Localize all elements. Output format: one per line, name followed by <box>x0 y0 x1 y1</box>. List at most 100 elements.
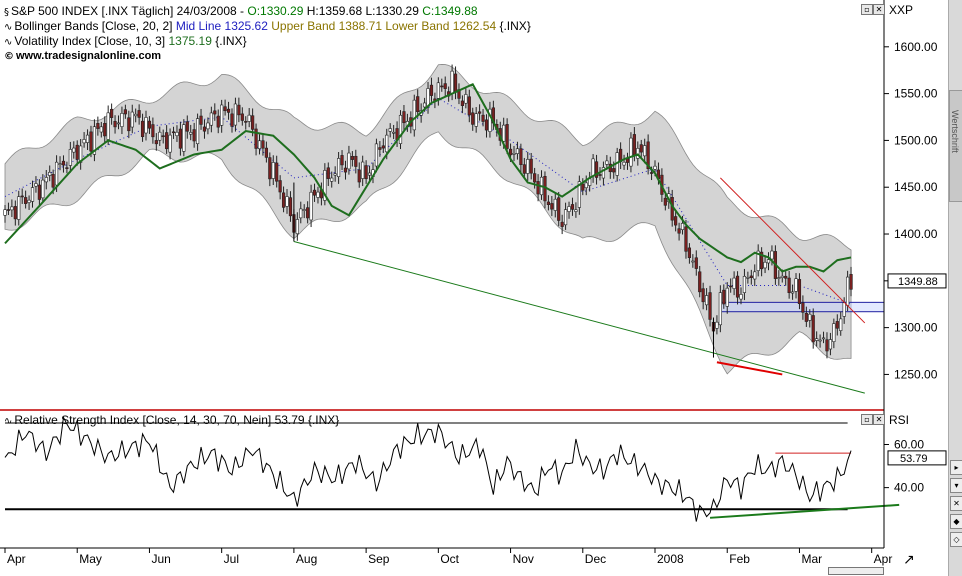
candle-body <box>546 201 550 205</box>
candle-body <box>790 291 795 294</box>
candle-body <box>158 131 162 141</box>
candle-body <box>75 144 79 160</box>
candle-body <box>261 140 265 149</box>
candle-body <box>281 192 286 208</box>
candle-body <box>478 111 482 114</box>
time-axis: Apr May Jun Jul Aug Sep Oct Nov Dec 2008 Feb Mar Apr <box>4 548 892 566</box>
candle-body <box>832 323 836 342</box>
legend-volatility[interactable]: ∿ Volatility Index [Close, 10, 3] 1375.19… <box>4 34 247 48</box>
candle-body <box>233 103 238 126</box>
price-tick-label: 1300.00 <box>894 321 938 335</box>
candle-body <box>41 179 45 199</box>
candle-body <box>818 339 822 342</box>
candle-body <box>801 302 805 313</box>
chart-symbol-icon: § <box>4 7 9 18</box>
candle-body <box>450 70 454 94</box>
horizontal-scrollbar[interactable] <box>828 567 884 575</box>
price-axis-title: XXP <box>889 3 914 17</box>
candle-body <box>512 152 516 155</box>
candle-body <box>526 159 530 174</box>
candle-body <box>268 157 272 180</box>
rsi-sym: {.INX} <box>307 413 340 427</box>
candle-body <box>560 221 564 227</box>
candle-body <box>601 167 606 179</box>
tool-icon[interactable]: ✕ <box>950 496 962 511</box>
candle-body <box>533 173 537 183</box>
candle-body <box>171 131 176 134</box>
legend-copyright[interactable]: © www.tradesignalonline.com <box>4 50 161 62</box>
time-tick-label: Oct <box>440 552 459 566</box>
time-tick-label: Jul <box>224 552 239 566</box>
candle-body <box>185 121 189 132</box>
candle-body <box>581 183 585 191</box>
side-tab[interactable] <box>949 90 962 202</box>
candle-body <box>65 167 69 169</box>
candle-body <box>30 187 35 202</box>
candle-body <box>27 199 31 203</box>
candle-body <box>92 126 97 155</box>
candle-body <box>739 294 743 300</box>
candle-body <box>130 111 134 128</box>
price-tick-label: 1400.00 <box>894 227 938 241</box>
candle-body <box>381 145 385 149</box>
candle-body <box>398 114 403 144</box>
candle-body <box>10 206 14 211</box>
close-icon[interactable]: ✕ <box>873 4 885 15</box>
tool-icon[interactable]: ▾ <box>950 478 962 493</box>
candle-body <box>835 321 839 329</box>
bollinger-sym: {.INX} <box>499 19 531 33</box>
candle-body <box>302 209 306 211</box>
candle-body <box>168 134 172 153</box>
candle-body <box>392 131 396 134</box>
tool-icon[interactable]: ▸ <box>950 460 962 475</box>
price-tick-label: 1250.00 <box>894 367 938 381</box>
candle-body <box>811 315 815 343</box>
side-toolbar[interactable]: Wertschrift ▸ ▾ ✕ ◆ ◇ <box>948 0 962 576</box>
candle-body <box>123 109 127 115</box>
candle-body <box>453 73 458 93</box>
candle-body <box>144 117 148 134</box>
zoom-arrow-icon[interactable]: ↗ <box>903 552 915 568</box>
candle-body <box>464 94 468 104</box>
legend-bollinger[interactable]: ∿ Bollinger Bands [Close, 20, 2] Mid Line… <box>4 19 531 33</box>
candle-body <box>563 209 568 226</box>
candle-body <box>175 131 179 137</box>
legend-symbol[interactable]: § S&P 500 INDEX [.INX Täglich] 24/03/2008… <box>4 4 478 18</box>
candle-body <box>797 279 802 304</box>
candle-body <box>58 163 62 165</box>
candle-body <box>753 271 757 280</box>
time-tick-label: Jun <box>151 552 170 566</box>
rsi-axis: 60.00 40.00 53.79 <box>884 438 947 495</box>
close-icon[interactable]: ✕ <box>873 414 885 425</box>
candle-body <box>436 82 440 99</box>
tool-icon[interactable]: ◇ <box>950 532 962 547</box>
tool-icon[interactable]: ◆ <box>950 514 962 529</box>
candle-body <box>643 145 647 157</box>
price-panel[interactable] <box>3 64 885 394</box>
candle-body <box>34 183 38 187</box>
candle-body <box>120 113 124 127</box>
candle-body <box>309 191 313 221</box>
candle-body <box>72 147 76 153</box>
restore-icon[interactable]: ▫ <box>861 414 873 425</box>
candle-body <box>849 274 853 290</box>
rsi-tick-label: 60.00 <box>894 438 924 452</box>
candle-body <box>612 168 616 173</box>
candle-body <box>536 181 540 195</box>
price-tick-label: 1450.00 <box>894 180 938 194</box>
candle-body <box>732 277 736 289</box>
candle-body <box>134 113 138 117</box>
rsi-last-label: 53.79 <box>900 453 928 465</box>
candle-body <box>343 167 348 173</box>
candle-body <box>213 110 217 115</box>
legend-rsi[interactable]: ∿ Relative Strength Index [Close, 14, 30,… <box>4 413 339 427</box>
candle-body <box>481 114 485 122</box>
restore-icon[interactable]: ▫ <box>861 4 873 15</box>
candle-body <box>357 169 361 183</box>
candle-body <box>295 219 299 235</box>
rsi-panel[interactable] <box>4 415 900 522</box>
candle-body <box>557 197 561 221</box>
bollinger-label: Bollinger Bands [Close, 20, 2] <box>14 19 173 33</box>
candle-body <box>361 161 365 179</box>
candle-body <box>271 162 275 179</box>
